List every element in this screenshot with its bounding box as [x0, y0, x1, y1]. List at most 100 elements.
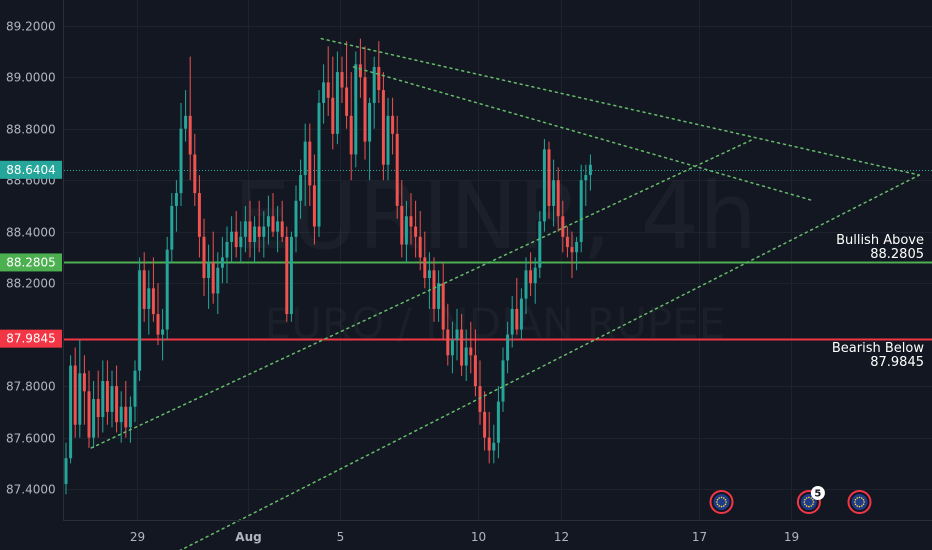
candle: [487, 411, 491, 464]
candle-body: [317, 102, 321, 227]
x-tick-label: 19: [784, 530, 799, 544]
candle: [124, 380, 128, 438]
candle-body: [271, 216, 275, 232]
candle-body: [202, 236, 206, 279]
candle-body: [446, 329, 450, 356]
x-tick-label: 12: [554, 530, 569, 544]
current-price-tag: 88.6404: [0, 160, 62, 179]
candle: [354, 51, 358, 168]
candle: [179, 102, 183, 206]
candle: [285, 226, 289, 322]
candle: [409, 193, 413, 245]
candle-body: [239, 236, 243, 248]
price-tags: 88.6404 88.2805 87.9845: [0, 160, 62, 348]
candle-body: [519, 298, 523, 330]
candle-body: [368, 102, 372, 142]
eu-star: [723, 505, 725, 507]
candle-body: [570, 247, 574, 253]
eu-flag-icon: [800, 494, 817, 510]
candle-body: [253, 226, 257, 242]
candle-body: [308, 141, 312, 186]
candle-body: [101, 380, 105, 418]
candle-body: [147, 288, 151, 309]
candle: [506, 321, 510, 374]
candle-body: [427, 270, 431, 279]
candle: [478, 360, 482, 425]
eu-star: [716, 501, 718, 503]
candle: [533, 257, 537, 304]
candle: [312, 154, 316, 245]
event-ring: [709, 490, 734, 514]
y-tick-label: 88.2000: [6, 277, 56, 291]
eu-event-1-marker[interactable]: [709, 490, 734, 514]
candle-body: [542, 149, 546, 222]
candle: [496, 386, 500, 459]
eu-flag-icon: [713, 494, 730, 510]
watermark-name: EURO / INDIAN RUPEE: [265, 299, 726, 348]
candle-body: [501, 360, 505, 402]
candle-body: [565, 236, 569, 248]
candle-body: [423, 257, 427, 279]
candle-body: [506, 334, 510, 361]
event-count-badge: [810, 486, 825, 500]
candle: [299, 159, 303, 219]
candle-body: [138, 270, 142, 371]
eu-star: [858, 505, 861, 508]
candle: [386, 97, 390, 181]
candle: [460, 314, 464, 376]
event-count-text: 5: [814, 489, 821, 500]
candle-body: [73, 365, 77, 425]
event-ring: [847, 490, 872, 514]
candle-body: [358, 64, 362, 78]
bearish-note-title: Bearish Below: [832, 341, 924, 356]
candle: [363, 46, 367, 160]
candle-body: [455, 329, 459, 340]
x-tick-label: 5: [337, 530, 345, 544]
candle: [239, 221, 243, 263]
candle-body: [92, 399, 96, 438]
candle: [418, 211, 422, 271]
candle: [133, 360, 137, 423]
eu-star: [812, 503, 814, 506]
current-price-label: 88.6404: [6, 163, 56, 177]
candle-body: [96, 399, 100, 418]
candle: [529, 252, 533, 297]
candle: [524, 257, 528, 315]
candle: [575, 236, 579, 271]
candle: [446, 303, 450, 366]
eu-star: [810, 505, 812, 507]
eu-star: [858, 496, 861, 499]
eu-star: [856, 497, 858, 499]
candle-body: [119, 406, 123, 423]
candle: [211, 231, 215, 304]
eu-event-3-marker[interactable]: [847, 490, 872, 514]
watermark-symbol: EURINR, 4h: [233, 163, 758, 270]
candle-body: [110, 386, 114, 412]
candle: [469, 321, 473, 374]
eu-event-2-marker[interactable]: 5: [796, 486, 825, 514]
candle-body: [151, 288, 155, 315]
candle: [220, 236, 224, 284]
candle: [248, 200, 252, 258]
candle-body: [510, 308, 514, 335]
resistance-price-tag: 87.9845: [0, 329, 62, 348]
candle-body: [174, 193, 178, 206]
candle: [349, 72, 353, 181]
candle: [156, 283, 160, 345]
eu-star: [803, 501, 806, 503]
candle-body: [294, 200, 298, 237]
eu-star: [720, 505, 723, 508]
candle: [280, 200, 284, 242]
candle: [395, 115, 399, 219]
eu-star: [854, 503, 857, 506]
eu-star: [724, 498, 727, 501]
candle: [340, 56, 344, 103]
candle: [257, 200, 261, 253]
trendline-lower-outer: [90, 138, 755, 449]
candle-body: [487, 437, 491, 451]
economic-events[interactable]: 5: [709, 486, 872, 514]
candle: [570, 231, 574, 279]
candle-body: [538, 221, 542, 268]
candle-body: [552, 180, 556, 206]
